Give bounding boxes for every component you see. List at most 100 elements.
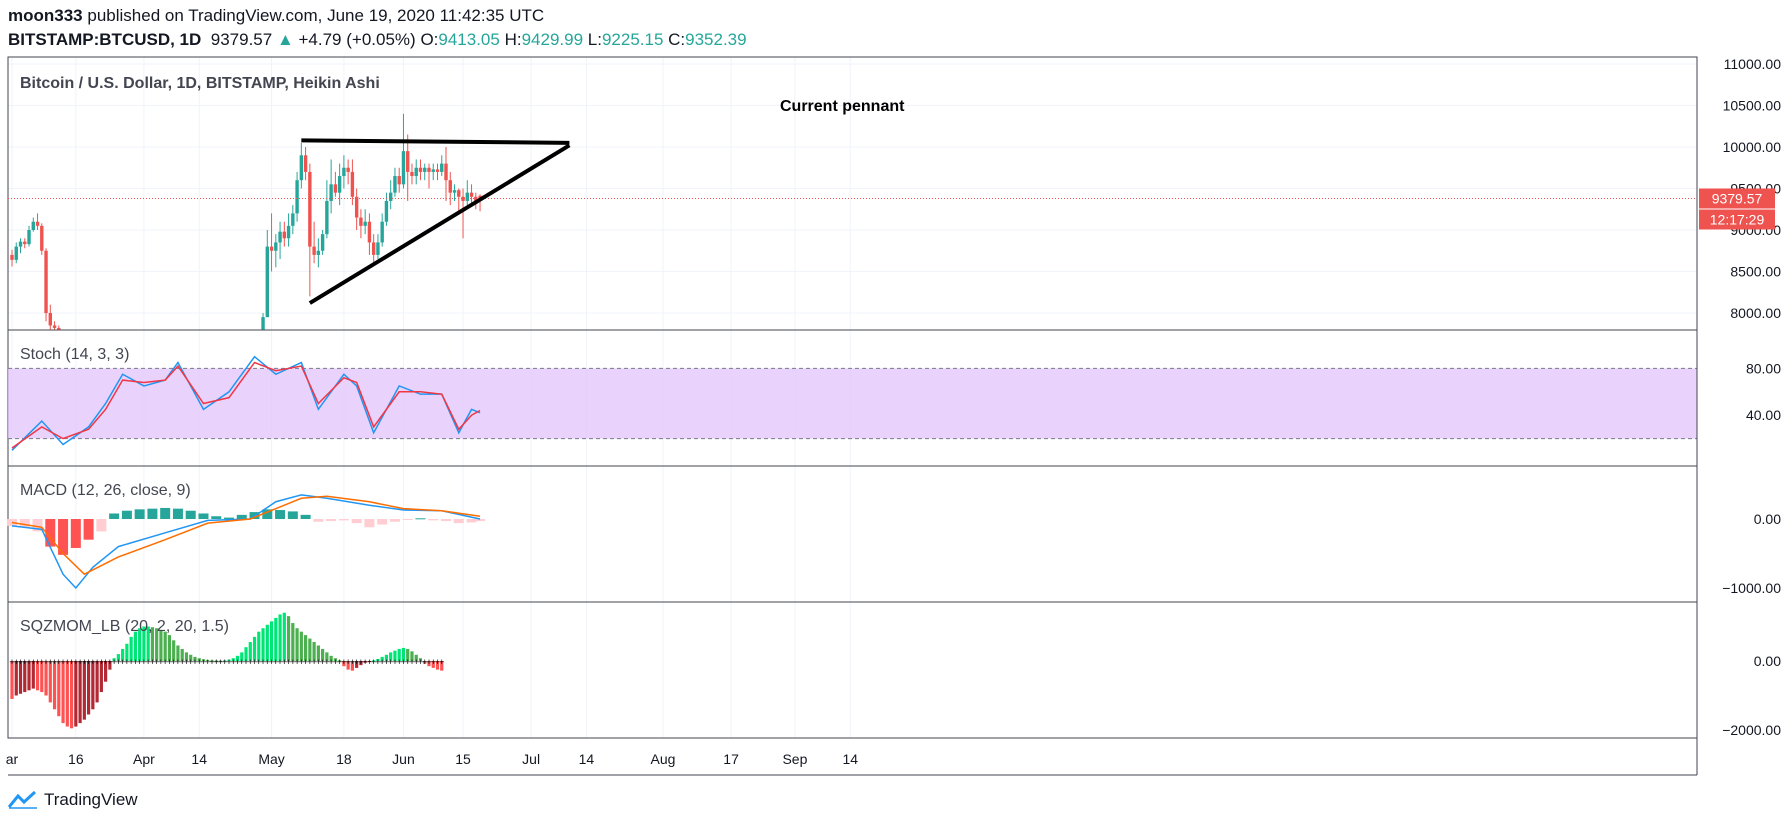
sqzmom-cross: + — [252, 657, 257, 667]
sqzmom-bar — [308, 638, 312, 661]
stoch-pane: Stoch (14, 3, 3) — [8, 346, 1697, 451]
high-label: H: — [504, 30, 522, 49]
macd-tick-label: −1000.00 — [1722, 580, 1781, 596]
sqzmom-cross: + — [56, 657, 61, 667]
open-label: O: — [420, 30, 439, 49]
macd-histogram-bar — [198, 513, 209, 519]
author-name[interactable]: moon333 — [8, 6, 83, 25]
x-tick-label: 14 — [579, 751, 595, 767]
candle-body — [431, 169, 435, 172]
x-tick-label: May — [258, 751, 284, 767]
x-tick-label: Jun — [392, 751, 415, 767]
sqzmom-bar — [44, 661, 48, 696]
sqzmom-cross: + — [192, 657, 197, 667]
x-tick-label: 14 — [191, 751, 207, 767]
sqzmom-cross: + — [341, 657, 346, 667]
sqzmom-bar — [133, 631, 137, 661]
sqzmom-bar — [150, 627, 155, 661]
macd-histogram-bar — [389, 519, 400, 522]
sqzmom-bar — [223, 660, 227, 662]
candle-body — [354, 196, 359, 218]
x-tick-label: Sep — [782, 751, 807, 767]
sqzmom-bar — [180, 648, 184, 661]
sqzmom-cross: + — [380, 657, 385, 667]
candle-body — [342, 167, 346, 177]
sqzmom-cross: + — [397, 657, 402, 667]
candle-body — [261, 317, 265, 330]
sqzmom-cross: + — [303, 657, 308, 667]
sqzmom-bar — [261, 628, 265, 661]
sqzmom-bar — [244, 647, 248, 661]
sqzmom-cross: + — [346, 657, 351, 667]
sqzmom-cross: + — [316, 657, 321, 667]
macd-pane: MACD (12, 26, close, 9) — [7, 482, 486, 590]
candle-body — [376, 242, 380, 255]
sqzmom-cross: + — [137, 657, 142, 667]
macd-histogram-bar — [45, 519, 56, 547]
candle-body — [346, 167, 350, 172]
sqzmom-bar — [282, 612, 286, 661]
sqzmom-cross: + — [222, 657, 227, 667]
candle-body — [371, 242, 376, 255]
stoch-line-d — [11, 361, 481, 449]
candle-body — [57, 327, 61, 330]
chart-area[interactable]: Current pennant Bitcoin / U.S. Dollar, 1D… — [0, 0, 1791, 780]
candle-body — [18, 241, 23, 247]
sqzmom-cross: + — [350, 657, 355, 667]
candle-body — [14, 246, 18, 260]
sqzmom-bar — [78, 661, 82, 724]
candle-body — [44, 250, 48, 313]
sqzmom-bar — [350, 661, 354, 671]
macd-pane-title: MACD (12, 26, close, 9) — [20, 482, 191, 499]
sqzmom-cross: + — [9, 657, 14, 667]
sqzmom-cross: + — [311, 657, 316, 667]
candle-body — [27, 230, 31, 245]
sqzmom-bar — [227, 659, 231, 661]
macd-histogram-bar — [415, 518, 426, 520]
last-price: 9379.57 — [210, 30, 273, 49]
macd-histogram-bar — [364, 519, 375, 528]
candle-body — [48, 313, 52, 326]
sqzmom-bar — [414, 654, 418, 661]
sqzmom-bar — [61, 661, 65, 724]
macd-histogram-bar — [134, 509, 145, 519]
pennant-annotation: Current pennant — [780, 98, 905, 115]
tradingview-footer[interactable]: TradingView — [8, 790, 138, 810]
sqzmom-bar — [252, 636, 257, 661]
stoch-pane-title: Stoch (14, 3, 3) — [20, 346, 129, 363]
ohlc-legend: BITSTAMP:BTCUSD, 1D 9379.57 ▲ +4.79 (+0.… — [8, 30, 747, 50]
candle-body — [52, 325, 57, 328]
sqzmom-cross: + — [282, 657, 287, 667]
sqzmom-cross: + — [188, 657, 193, 667]
sqzmom-bar — [65, 661, 69, 727]
sqzmom-cross: + — [375, 657, 380, 667]
sqzmom-cross: + — [324, 657, 329, 667]
sqzmom-cross: + — [107, 657, 112, 667]
sqzmom-cross: + — [337, 657, 342, 667]
tradingview-logo-icon — [8, 791, 37, 809]
candle-body — [337, 176, 342, 193]
sqzmom-cross: + — [328, 657, 333, 667]
tradingview-brand: TradingView — [44, 790, 138, 809]
macd-histogram-bar — [326, 519, 337, 522]
macd-histogram-bar — [147, 508, 158, 519]
sqzmom-cross: + — [180, 657, 185, 667]
sqzmom-cross: + — [418, 657, 423, 667]
macd-histogram-bar — [262, 509, 273, 519]
sqzmom-bar — [121, 648, 125, 661]
sqzmom-cross: + — [265, 657, 270, 667]
sqzmom-bar — [406, 648, 410, 661]
candle-body — [31, 221, 35, 230]
sqzmom-bar — [410, 651, 414, 661]
symbol-label: BITSTAMP:BTCUSD, 1D — [8, 30, 202, 49]
sqzmom-bar — [397, 648, 401, 661]
low-value: 9225.15 — [601, 30, 664, 49]
macd-histogram-bar — [224, 517, 235, 519]
sqzmom-bar — [312, 642, 316, 661]
sqzmom-cross: + — [239, 657, 244, 667]
sqzmom-bar — [240, 652, 244, 661]
sqzmom-cross: + — [171, 657, 176, 667]
sqzmom-bar — [423, 661, 427, 664]
sqzmom-bar — [74, 661, 78, 727]
candle-body — [333, 184, 338, 193]
